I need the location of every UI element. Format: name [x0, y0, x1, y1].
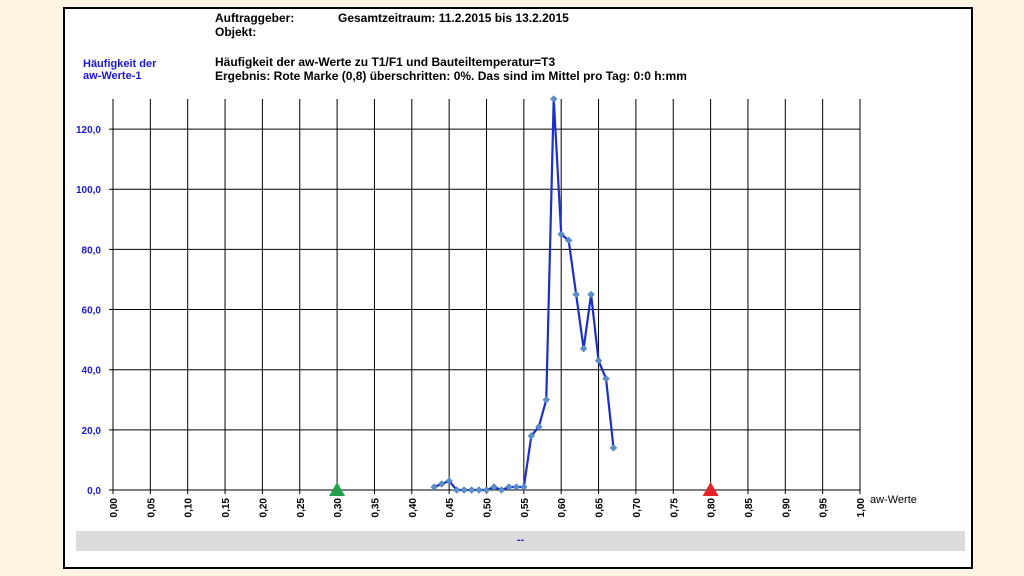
data-point: [445, 477, 453, 485]
y-tick-label: 120,0: [76, 125, 101, 136]
y-tick-label: 60,0: [82, 306, 102, 317]
x-tick-label: 0,90: [781, 498, 792, 518]
x-tick-label: 0,50: [483, 498, 494, 518]
y-tick-label: 100,0: [76, 185, 101, 196]
x-tick-label: 0,45: [445, 498, 456, 518]
x-tick-label: 0,75: [669, 498, 680, 518]
x-tick-label: 0,65: [595, 498, 606, 518]
data-point: [542, 396, 551, 404]
object-label: Objekt:: [215, 25, 257, 39]
x-tick-label: 0,10: [184, 498, 195, 518]
x-tick-label: 0,25: [296, 498, 307, 518]
green-threshold-marker: [329, 482, 346, 496]
data-point: [587, 290, 595, 299]
data-point: [482, 486, 491, 494]
x-tick-label: 0,85: [744, 498, 755, 518]
x-tick-label: 1,00: [856, 498, 867, 518]
data-point: [579, 344, 588, 353]
x-tick-label: 0,05: [146, 498, 157, 518]
x-tick-label: 0,55: [520, 498, 531, 518]
data-point: [535, 423, 543, 431]
y-tick-label: 0,0: [87, 486, 101, 497]
x-tick-label: 0,35: [370, 498, 381, 518]
x-axis-label: aw-Werte: [870, 494, 917, 506]
red-threshold-marker: [702, 482, 719, 496]
y-tick-label: 40,0: [82, 366, 102, 377]
data-point: [512, 483, 521, 491]
data-point: [602, 374, 610, 383]
data-point: [430, 483, 438, 491]
y-axis-title: Häufigkeit der aw-Werte-1: [83, 58, 156, 82]
x-tick-label: 0,00: [109, 498, 120, 518]
y-axis-title-line2: aw-Werte-1: [83, 70, 142, 82]
y-tick-label: 20,0: [82, 426, 102, 437]
x-tick-label: 0,80: [707, 498, 718, 518]
data-point: [520, 483, 528, 491]
data-point: [594, 356, 603, 365]
data-point: [527, 432, 536, 440]
footer-text: --: [516, 534, 525, 546]
data-point: [467, 486, 476, 494]
y-tick-label: 80,0: [82, 245, 102, 256]
period-label: Gesamtzeitraum: 11.2.2015 bis 13.2.2015: [338, 11, 569, 25]
x-tick-label: 0,70: [632, 498, 643, 518]
x-tick-label: 0,30: [333, 498, 344, 518]
data-point: [572, 290, 580, 299]
client-label: Auftraggeber:: [215, 11, 295, 25]
data-point: [557, 230, 565, 239]
data-point: [437, 480, 446, 488]
data-point: [452, 486, 461, 494]
data-point: [549, 95, 558, 103]
data-point: [490, 483, 498, 491]
data-point: [505, 483, 513, 491]
footer-bar: --: [76, 531, 965, 551]
data-point: [609, 444, 618, 452]
x-tick-label: 0,20: [258, 498, 269, 518]
x-tick-label: 0,40: [408, 498, 419, 518]
y-axis-title-line1: Häufigkeit der: [83, 58, 157, 70]
data-point: [497, 486, 506, 494]
result-text: Ergebnis: Rote Marke (0,8) überschritten…: [215, 69, 687, 83]
chart-title: Häufigkeit der aw-Werte zu T1/F1 und Bau…: [215, 55, 556, 69]
data-point: [460, 486, 468, 494]
x-tick-label: 0,15: [221, 498, 232, 518]
chart-frame: [63, 7, 973, 569]
x-tick-label: 0,95: [819, 498, 830, 518]
x-tick-label: 0,60: [557, 498, 568, 518]
data-point: [564, 236, 573, 245]
data-point: [475, 486, 483, 494]
